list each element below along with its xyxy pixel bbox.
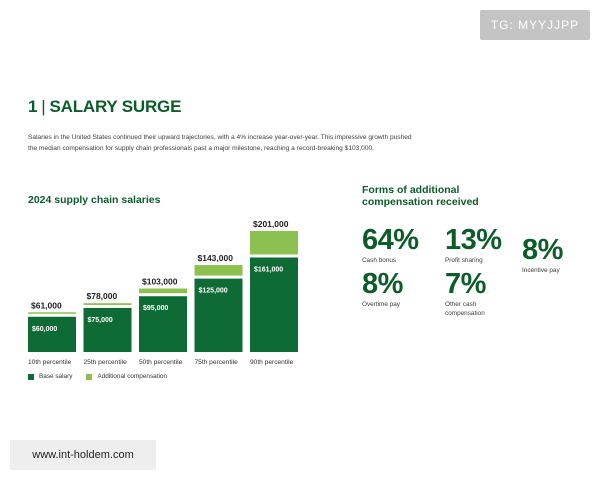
bar-additional-compensation (28, 312, 76, 314)
intro-paragraph: Salaries in the United States continued … (28, 132, 498, 154)
stat-value: 8% (362, 268, 403, 300)
section-heading: 1 | SALARY SURGE (28, 97, 181, 117)
legend-swatch-base (28, 373, 34, 380)
stat-profit-sharing: 13% Profit sharing (445, 226, 502, 265)
bar-additional-compensation (250, 231, 298, 255)
bar-base-label: $161,000 (254, 266, 283, 273)
category-tick-label: 25th percentile (84, 359, 128, 366)
bar-base-label: $60,000 (32, 326, 57, 333)
category-tick-label: 75th percentile (195, 359, 239, 366)
stat-overtime-pay: 8% Overtime pay (362, 270, 403, 309)
category-tick-label: 10th percentile (28, 359, 72, 366)
chart-legend: Base salary Additional compensation (28, 373, 167, 380)
bar-additional-compensation (139, 288, 187, 294)
legend-swatch-additional (86, 373, 93, 380)
bar-base-label: $75,000 (88, 317, 113, 324)
forms-title: Forms of additional compensation receive… (362, 184, 479, 208)
bar-base-label: $95,000 (143, 305, 168, 312)
bar-base-salary (139, 296, 187, 352)
stat-label: Overtime pay (362, 301, 401, 308)
bar-base-label: $125,000 (199, 288, 228, 295)
legend-item-base: Base salary (28, 373, 72, 380)
stat-value: 64% (362, 224, 419, 256)
stat-label: Cash bonus (362, 257, 397, 264)
bar-base-salary (194, 278, 243, 352)
stat-cash-bonus: 64% Cash bonus (362, 226, 419, 265)
heading-separator: | (41, 97, 46, 116)
intro-line-1: Salaries in the United States continued … (28, 134, 412, 141)
stat-value: 8% (522, 234, 563, 266)
stat-value: 13% (445, 224, 502, 256)
bar-total-label: $103,000 (142, 277, 178, 287)
chart-title: 2024 supply chain salaries (28, 194, 161, 206)
bar-base-salary (250, 257, 298, 352)
legend-label-additional: Additional compensation (97, 373, 168, 380)
stat-label: Incentive pay (522, 267, 560, 274)
bar-additional-compensation (83, 303, 132, 305)
bar-base-salary (28, 316, 76, 352)
bar-total-label: $78,000 (87, 291, 118, 301)
bar-additional-compensation (194, 265, 243, 276)
bar-base-salary (83, 307, 132, 352)
telegram-badge: TG: MYYJJPP (480, 10, 590, 40)
bar-total-label: $201,000 (253, 219, 289, 229)
category-tick-label: 50th percentile (139, 359, 183, 366)
section-number: 1 (28, 97, 38, 116)
legend-label-base: Base salary (39, 373, 73, 380)
stat-incentive-pay: 8% Incentive pay (522, 236, 563, 275)
category-tick-label: 90th percentile (250, 359, 294, 366)
watermark-url: www.int-holdem.com (10, 440, 156, 470)
bar-total-label: $143,000 (198, 253, 234, 263)
intro-line-2: the median compensation for supply chain… (28, 145, 375, 152)
section-title: SALARY SURGE (49, 97, 182, 116)
stat-other-cash: 7% Other cash compensation (445, 270, 515, 318)
legend-item-additional: Additional compensation (86, 373, 167, 380)
bar-total-label: $61,000 (31, 300, 62, 310)
stat-value: 7% (445, 268, 486, 300)
stat-label: Profit sharing (445, 257, 483, 264)
stat-label: Other cash compensation (445, 301, 485, 317)
